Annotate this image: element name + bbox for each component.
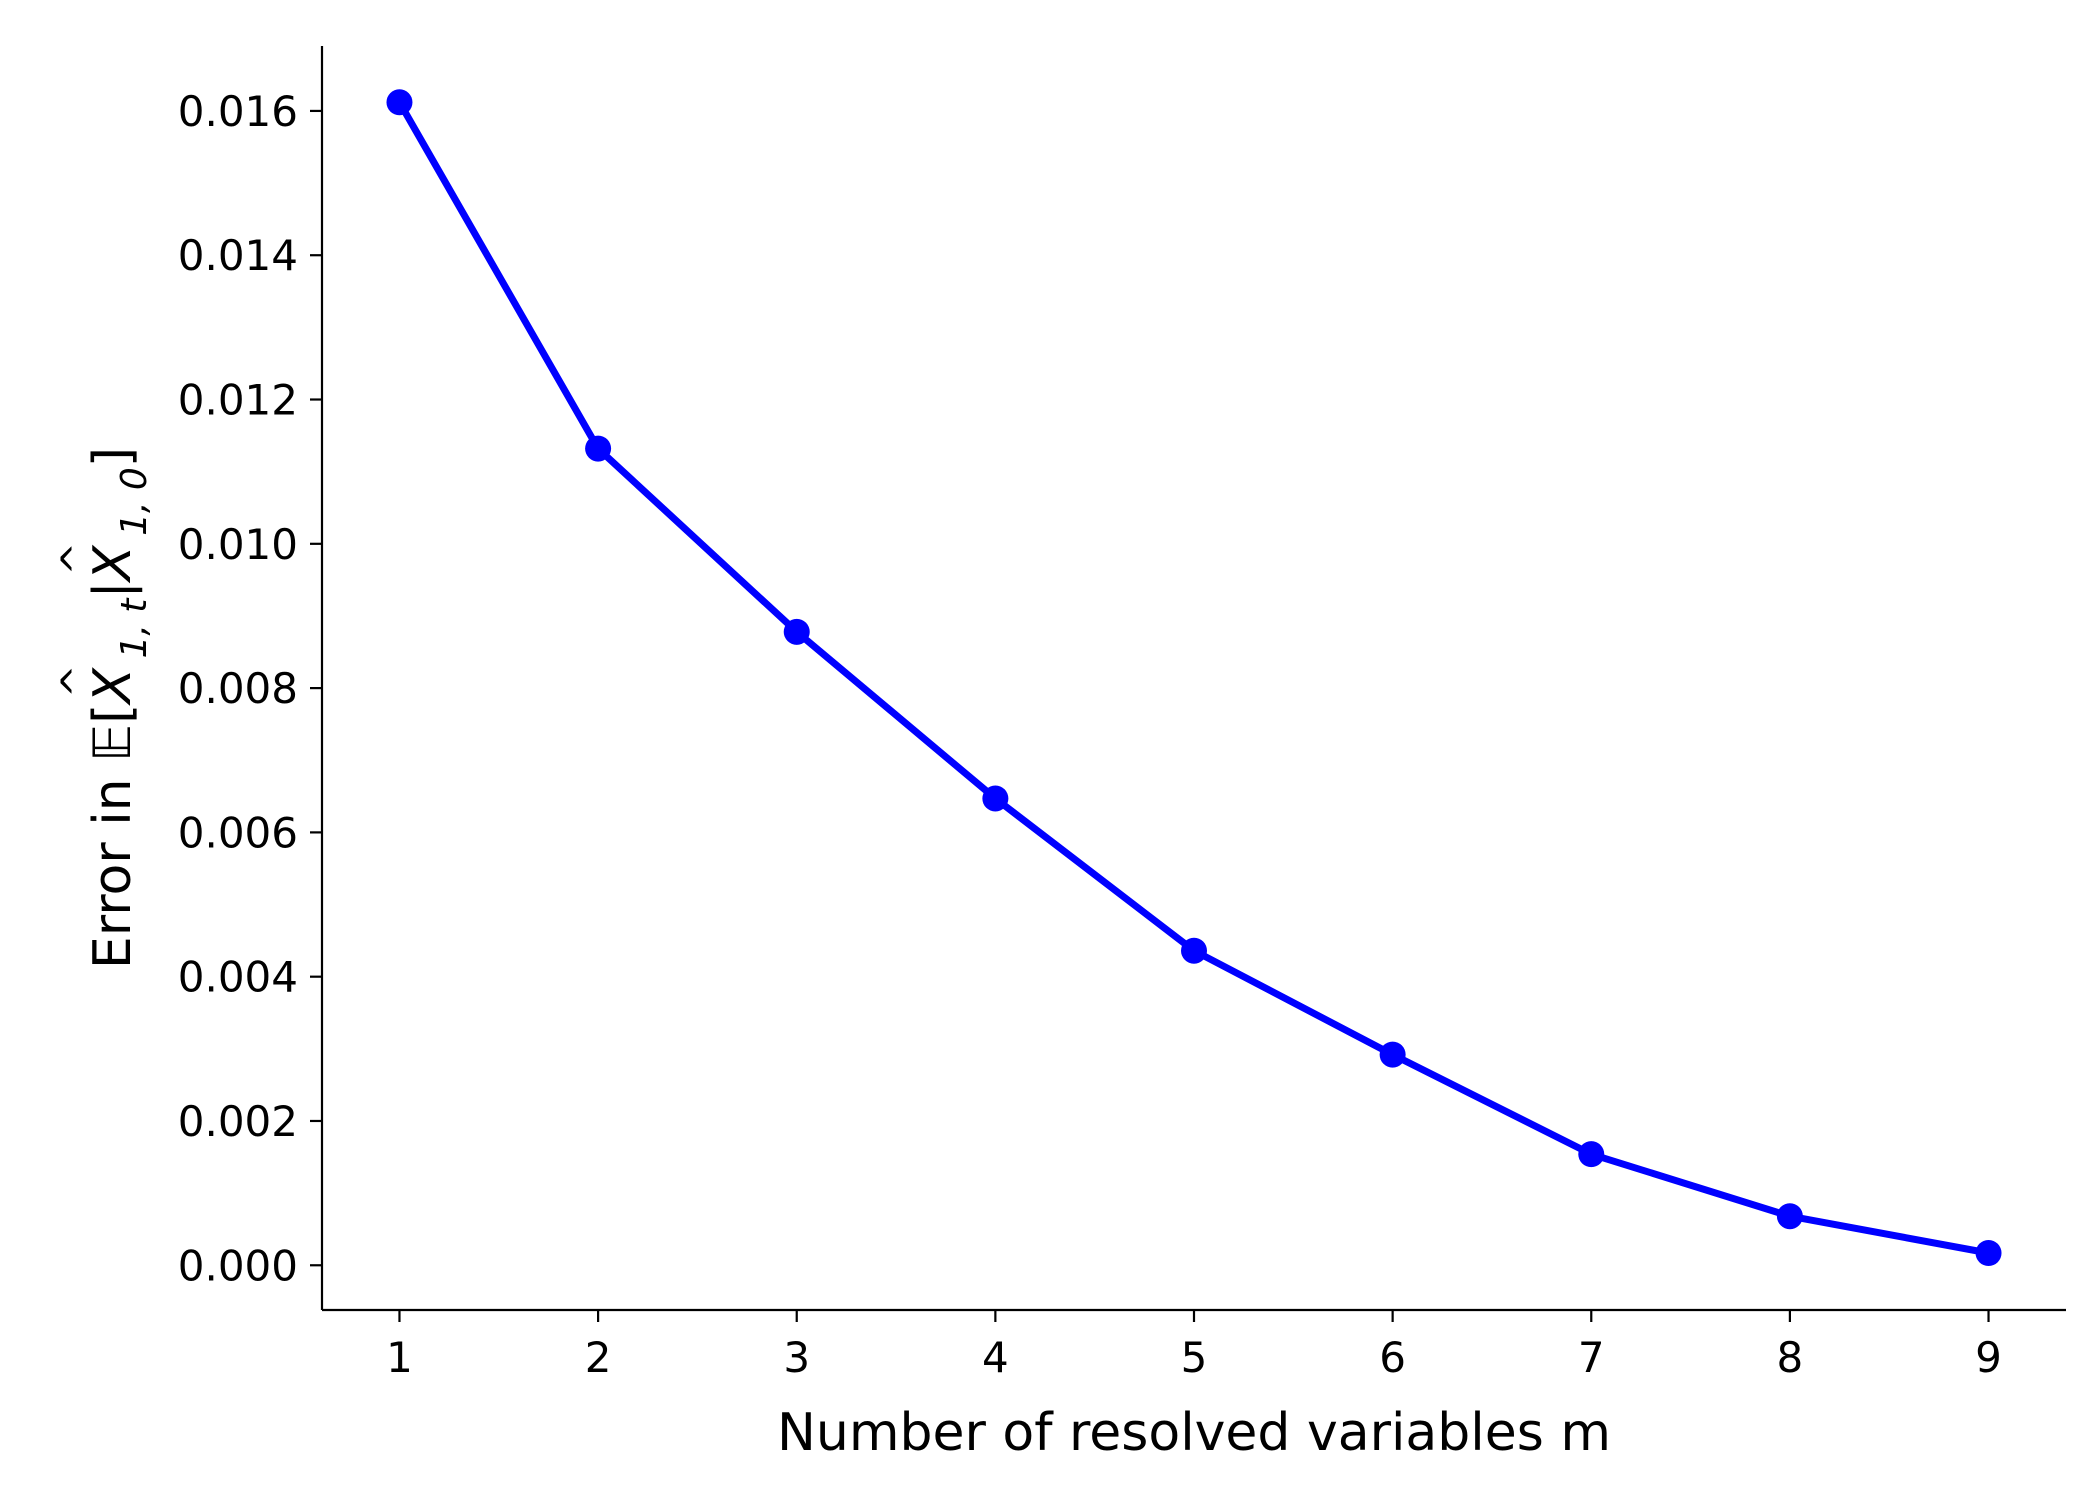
data-point [1181,937,1207,964]
y-tick-label: 0.008 [178,664,298,713]
y-tick-label: 0.014 [178,231,298,280]
series-layer [386,89,2002,1267]
x-tick-label: 2 [585,1333,612,1382]
x-tick-label: 1 [386,1333,413,1382]
y-tick-label: 0.000 [178,1241,298,1290]
x-tick-label: 3 [783,1333,810,1382]
x-tick-label: 5 [1181,1333,1208,1382]
y-tick-label: 0.006 [178,808,298,857]
x-tick-label: 9 [1975,1333,2002,1382]
plot-area: 1 2 3 4 5 6 7 8 9 0.000 0.002 0.004 0.006 0.008 0.010… [178,46,2066,1382]
data-point [982,785,1009,812]
y-label-var1-subscript: 1, t [114,597,155,659]
y-label-var2-subscript: 1, 0 [114,467,155,536]
y-label-var2-hat: ^ [54,542,100,576]
y-axis-ticks: 0.000 0.002 0.004 0.006 0.008 0.010 0.012 0.014… [178,87,322,1290]
y-label-open-bracket: [ [83,704,143,724]
data-point [1578,1141,1605,1168]
y-label-var1: X [83,667,143,707]
y-label-var1-hat: ^ [54,664,100,698]
y-tick-label: 0.016 [178,87,298,136]
y-label-prefix: Error in [83,762,143,969]
y-label-expectation-symbol: 𝔼 [83,724,143,762]
x-tick-label: 7 [1578,1333,1605,1382]
y-label-var2: X [83,544,143,584]
y-label-close-bracket: ] [83,447,143,467]
y-axis-label: Error in 𝔼[X^1, t|X^1, 0] [54,447,155,969]
y-tick-label: 0.012 [178,376,298,425]
data-point [386,89,413,116]
y-tick-label: 0.010 [178,520,298,569]
x-tick-label: 6 [1379,1333,1406,1382]
data-point [783,618,810,645]
x-tick-label: 4 [982,1333,1009,1382]
x-tick-label: 8 [1777,1333,1804,1382]
y-axis-label-text: Error in 𝔼[X^1, t|X^1, 0] [54,447,155,969]
y-tick-label: 0.002 [178,1097,298,1146]
y-label-given-bar: | [83,581,143,599]
x-axis-ticks: 1 2 3 4 5 6 7 8 9 [386,1310,2002,1382]
x-axis-label: Number of resolved variables m [777,1403,1611,1463]
y-tick-label: 0.004 [178,953,298,1002]
data-point [1379,1041,1406,1068]
data-point [1776,1203,1803,1230]
data-point [585,435,612,462]
data-point [1975,1240,2002,1267]
